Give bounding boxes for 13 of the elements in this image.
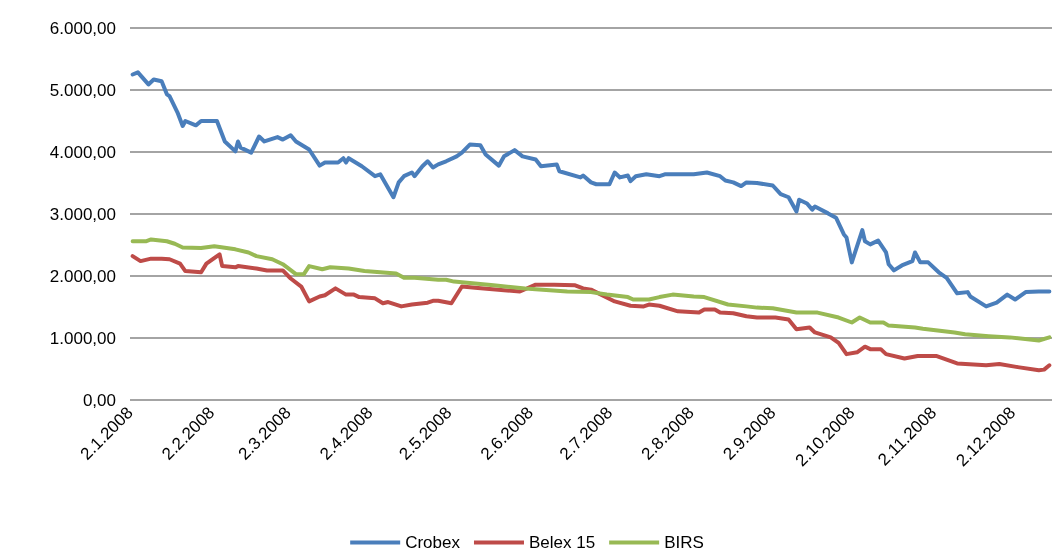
line-series	[130, 237, 1052, 343]
y-tick-label: 4.000,00	[49, 142, 116, 162]
legend-label: Belex 15	[528, 533, 596, 552]
legend-label: BIRS	[664, 533, 704, 552]
y-tick-label: 1.000,00	[49, 328, 116, 348]
y-tick-label: 0,00	[82, 390, 116, 410]
y-tick-label: 2.000,00	[49, 266, 116, 286]
line-series	[130, 252, 1052, 373]
y-tick-label: 5.000,00	[49, 80, 116, 100]
line-series	[130, 70, 1052, 309]
legend-label: Crobex	[405, 533, 461, 552]
y-tick-label: 6.000,00	[49, 18, 116, 38]
y-tick-label: 3.000,00	[49, 204, 116, 224]
